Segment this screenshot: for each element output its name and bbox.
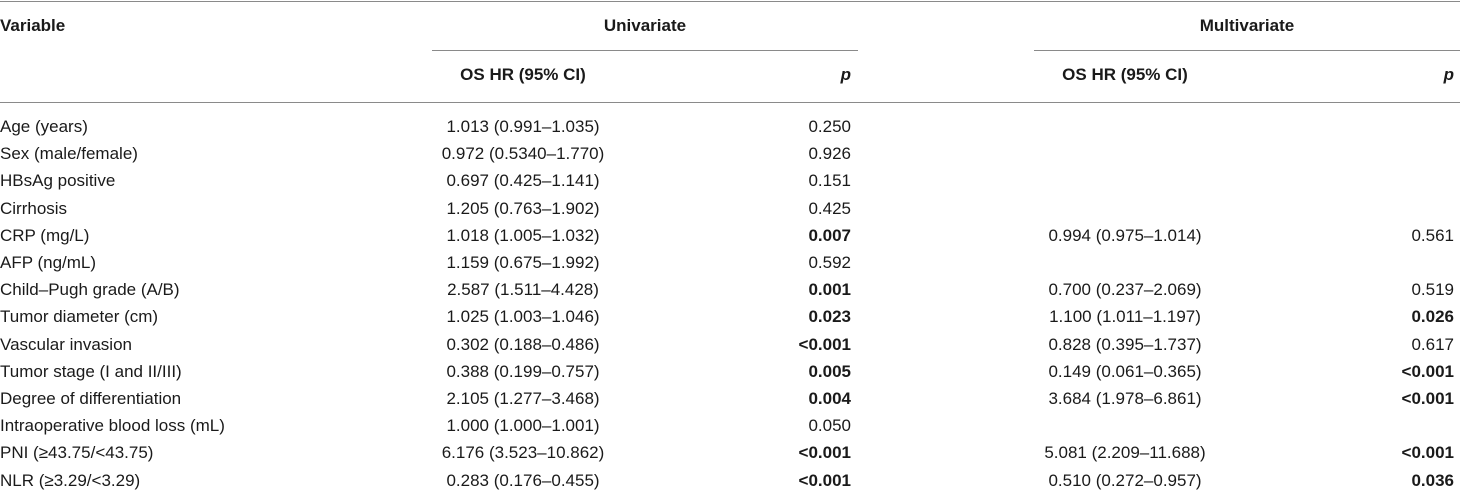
table-cell-variable: Sex (male/female) (0, 144, 138, 163)
table-cell-uni-p: <0.001 (798, 335, 851, 354)
table-cell-uni-hr: 1.025 (1.003–1.046) (446, 307, 600, 326)
table-cell-uni-hr: 1.013 (0.991–1.035) (446, 117, 600, 136)
table-cell-multi-hr: 1.100 (1.011–1.197) (1049, 307, 1201, 326)
table-cell-uni-p: 0.007 (808, 226, 851, 245)
table-cell-multi-p: 0.036 (1411, 471, 1454, 490)
table-cell-multi-hr: 0.149 (0.061–0.365) (1048, 362, 1202, 381)
table-cell-uni-hr: 0.388 (0.199–0.757) (446, 362, 600, 381)
table-cell-multi-p: 0.519 (1411, 280, 1454, 299)
table-cell-uni-p: 0.005 (808, 362, 851, 381)
table-cell-variable: Vascular invasion (0, 335, 132, 354)
table-cell-variable: HBsAg positive (0, 171, 116, 190)
header-multivariate: Multivariate (1199, 16, 1295, 35)
header-variable: Variable (0, 16, 66, 35)
table-cell-uni-p: 0.592 (808, 253, 851, 272)
table-cell-uni-p: 0.151 (808, 171, 851, 190)
table-cell-variable: Cirrhosis (0, 199, 68, 218)
table-cell-uni-p: 0.425 (808, 199, 851, 218)
table-cell-multi-p: <0.001 (1401, 443, 1454, 462)
table-cell-variable: Age (years) (0, 117, 88, 136)
table-cell-uni-p: <0.001 (798, 443, 851, 462)
table-cell-multi-hr: 0.828 (0.395–1.737) (1048, 335, 1202, 354)
table-cell-variable: PNI (≥43.75/<43.75) (0, 443, 154, 462)
table-cell-uni-hr: 0.302 (0.188–0.486) (446, 335, 600, 354)
table-cell-uni-p: 0.023 (808, 307, 851, 326)
header-univariate: Univariate (603, 16, 687, 35)
table-cell-uni-p: 0.004 (808, 389, 851, 408)
multivariate-rule (1034, 50, 1460, 51)
table-cell-uni-hr: 1.000 (1.000–1.001) (446, 416, 600, 435)
header-multi-p: p (1443, 65, 1454, 84)
univariate-rule (432, 50, 858, 51)
table-cell-multi-hr: 5.081 (2.209–11.688) (1044, 443, 1206, 462)
table-cell-variable: Degree of differentiation (0, 389, 182, 408)
table-cell-uni-hr: 2.587 (1.511–4.428) (447, 280, 599, 299)
table-cell-uni-hr: 0.697 (0.425–1.141) (446, 171, 600, 190)
table-cell-uni-p: 0.050 (808, 416, 851, 435)
header-uni-p: p (840, 65, 851, 84)
table-cell-multi-p: <0.001 (1401, 362, 1454, 381)
table-cell-uni-hr: 1.205 (0.763–1.902) (446, 199, 600, 218)
table-cell-multi-hr: 3.684 (1.978–6.861) (1048, 389, 1202, 408)
table-cell-multi-p: 0.617 (1411, 335, 1454, 354)
table-cell-uni-hr: 6.176 (3.523–10.862) (441, 443, 605, 462)
table-cell-multi-p: 0.026 (1411, 307, 1454, 326)
table-cell-multi-hr: 0.700 (0.237–2.069) (1048, 280, 1202, 299)
header-uni-hr: OS HR (95% CI) (460, 65, 586, 84)
table-cell-uni-hr: 1.159 (0.675–1.992) (446, 253, 600, 272)
table-cell-variable: Tumor diameter (cm) (0, 307, 159, 326)
table-cell-multi-hr: 0.994 (0.975–1.014) (1048, 226, 1202, 245)
table-cell-multi-hr: 0.510 (0.272–0.957) (1048, 471, 1202, 490)
header-bottom-rule (0, 102, 1460, 103)
table-cell-uni-hr: 2.105 (1.277–3.468) (446, 389, 600, 408)
table-cell-variable: Tumor stage (I and II/III) (0, 362, 182, 381)
header-multi-hr: OS HR (95% CI) (1062, 65, 1188, 84)
table-cell-uni-p: <0.001 (798, 471, 851, 490)
table-cell-uni-hr: 1.018 (1.005–1.032) (446, 226, 600, 245)
table-cell-multi-p: <0.001 (1401, 389, 1454, 408)
table-cell-uni-p: 0.001 (808, 280, 851, 299)
table-cell-variable: Child–Pugh grade (A/B) (0, 280, 180, 299)
table-cell-uni-p: 0.250 (808, 117, 851, 136)
top-rule (0, 1, 1460, 2)
table-cell-variable: NLR (≥3.29/<3.29) (0, 471, 141, 490)
table-cell-multi-p: 0.561 (1411, 226, 1454, 245)
table-cell-variable: Intraoperative blood loss (mL) (0, 416, 225, 435)
table-cell-uni-hr: 0.283 (0.176–0.455) (446, 471, 600, 490)
table-cell-variable: CRP (mg/L) (0, 226, 90, 245)
table-cell-uni-hr: 0.972 (0.5340–1.770) (441, 144, 605, 163)
table-cell-variable: AFP (ng/mL) (0, 253, 97, 272)
table-cell-uni-p: 0.926 (808, 144, 851, 163)
